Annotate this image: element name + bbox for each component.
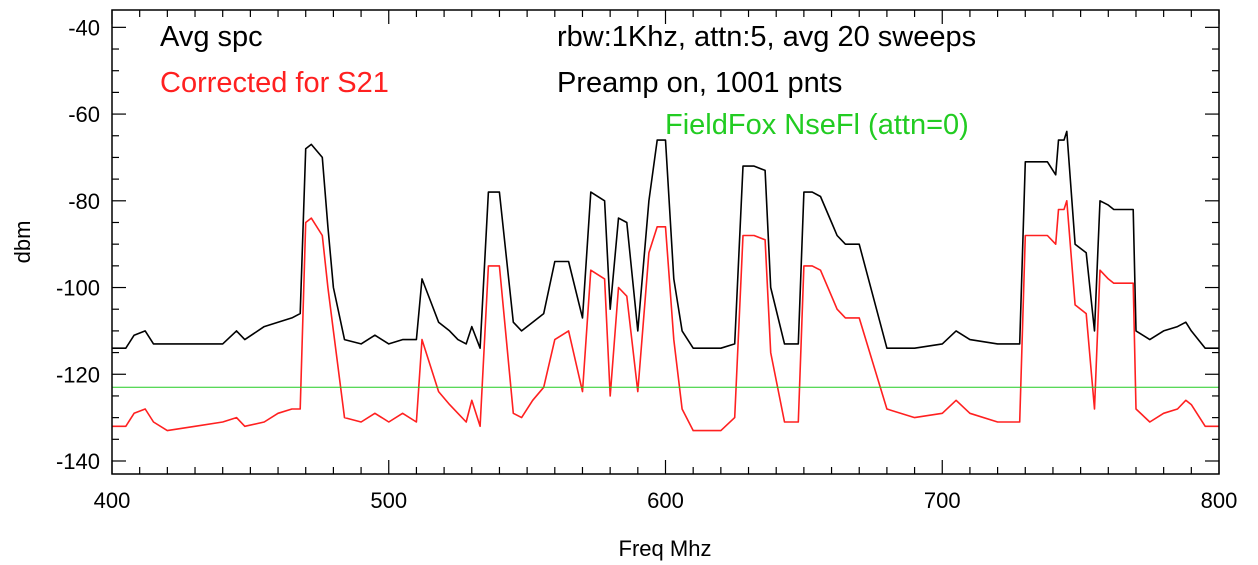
x-tick-label: 400 <box>94 488 131 513</box>
series-line-avg-spc <box>112 130 1219 350</box>
y-axis-title: dbm <box>10 221 35 264</box>
annotation-fieldfox-noisefloor: FieldFox NseFl (attn=0) <box>665 109 969 141</box>
y-tick-label: -80 <box>68 189 100 214</box>
x-tick-label: 700 <box>924 488 961 513</box>
y-tick-label: -40 <box>68 15 100 40</box>
y-tick-label: -120 <box>56 362 100 387</box>
x-tick-label: 500 <box>370 488 407 513</box>
series-line-corrected-s21 <box>112 200 1219 432</box>
annotation-preamp: Preamp on, 1001 pnts <box>557 67 842 99</box>
y-tick-label: -140 <box>56 449 100 474</box>
x-tick-label: 600 <box>647 488 684 513</box>
annotations-layer: Avg spc Corrected for S21 rbw:1Khz, attn… <box>160 21 976 141</box>
labels-layer: 400 500 600 700 800 -140 -120 -100 -80 -60 -40 <box>56 15 1237 513</box>
ticks-layer <box>111 10 1220 474</box>
series-layer <box>112 130 1219 432</box>
annotation-corrected-s21: Corrected for S21 <box>160 67 389 99</box>
annotation-avg-spc: Avg spc <box>160 21 263 53</box>
x-tick-label: 800 <box>1201 488 1238 513</box>
y-tick-label: -60 <box>68 102 100 127</box>
x-axis-title: Freq Mhz <box>619 536 712 561</box>
annotation-rbw-settings: rbw:1Khz, attn:5, avg 20 sweeps <box>557 21 976 53</box>
y-tick-label: -100 <box>56 276 100 301</box>
